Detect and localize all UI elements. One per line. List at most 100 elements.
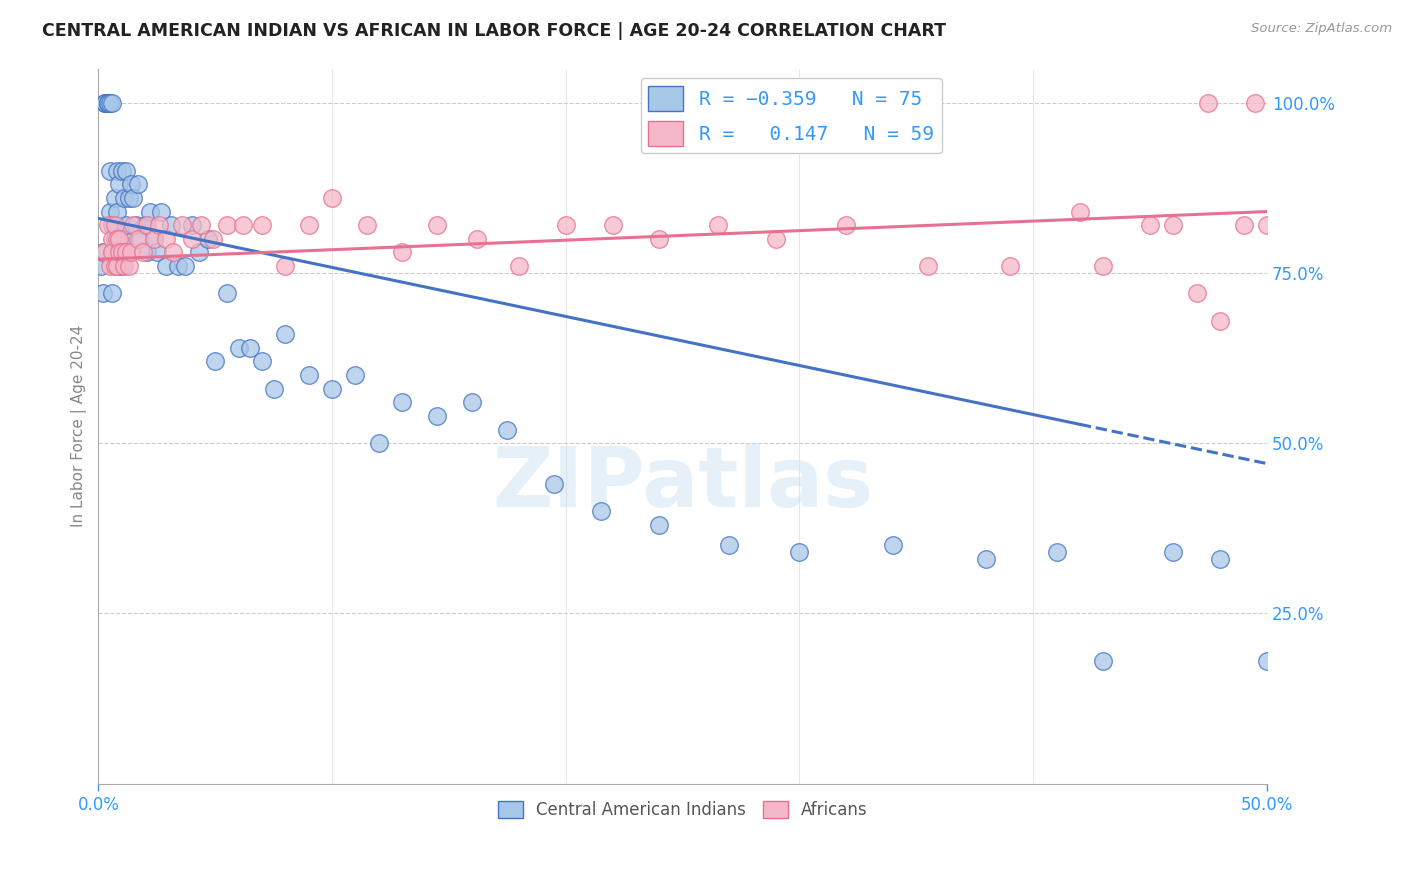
Point: [998, 259, 1021, 273]
Point: [1139, 218, 1161, 232]
Point: [426, 409, 449, 423]
Point: [1198, 95, 1220, 110]
Point: [132, 245, 155, 260]
Point: [146, 245, 169, 260]
Point: [1163, 218, 1185, 232]
Point: [1256, 218, 1278, 232]
Point: [136, 245, 159, 260]
Point: [134, 218, 156, 232]
Point: [190, 218, 212, 232]
Point: [101, 232, 124, 246]
Point: [162, 245, 184, 260]
Point: [112, 232, 135, 246]
Point: [98, 163, 121, 178]
Point: [1092, 654, 1115, 668]
Point: [274, 327, 297, 342]
Point: [101, 286, 124, 301]
Point: [98, 259, 121, 273]
Point: [239, 341, 262, 355]
Point: [508, 259, 530, 273]
Point: [105, 259, 128, 273]
Point: [1092, 259, 1115, 273]
Point: [105, 163, 128, 178]
Point: [97, 95, 120, 110]
Point: [166, 259, 188, 273]
Point: [391, 395, 413, 409]
Point: [835, 218, 858, 232]
Point: [321, 382, 343, 396]
Point: [111, 163, 134, 178]
Point: [250, 354, 273, 368]
Text: CENTRAL AMERICAN INDIAN VS AFRICAN IN LABOR FORCE | AGE 20-24 CORRELATION CHART: CENTRAL AMERICAN INDIAN VS AFRICAN IN LA…: [42, 22, 946, 40]
Point: [917, 259, 939, 273]
Point: [94, 245, 117, 260]
Point: [94, 95, 117, 110]
Point: [159, 218, 181, 232]
Point: [1279, 95, 1302, 110]
Point: [150, 204, 173, 219]
Point: [1163, 545, 1185, 559]
Point: [274, 259, 297, 273]
Point: [101, 95, 124, 110]
Point: [105, 232, 128, 246]
Point: [648, 517, 671, 532]
Y-axis label: In Labor Force | Age 20-24: In Labor Force | Age 20-24: [72, 325, 87, 527]
Point: [94, 95, 117, 110]
Point: [172, 218, 194, 232]
Point: [120, 178, 142, 192]
Point: [101, 218, 124, 232]
Point: [104, 232, 127, 246]
Point: [589, 504, 612, 518]
Point: [108, 245, 131, 260]
Point: [108, 178, 131, 192]
Point: [101, 245, 124, 260]
Text: ZIPatlas: ZIPatlas: [492, 442, 873, 524]
Point: [232, 218, 254, 232]
Point: [94, 95, 117, 110]
Point: [344, 368, 367, 382]
Point: [976, 552, 998, 566]
Point: [201, 232, 224, 246]
Point: [91, 245, 114, 260]
Point: [543, 477, 565, 491]
Point: [461, 395, 484, 409]
Point: [112, 191, 135, 205]
Point: [496, 423, 519, 437]
Point: [204, 354, 226, 368]
Point: [120, 245, 142, 260]
Point: [105, 259, 128, 273]
Point: [139, 204, 162, 219]
Text: Source: ZipAtlas.com: Source: ZipAtlas.com: [1251, 22, 1392, 36]
Point: [118, 191, 141, 205]
Point: [129, 232, 152, 246]
Point: [1209, 552, 1232, 566]
Point: [125, 218, 148, 232]
Point: [882, 538, 904, 552]
Point: [97, 218, 120, 232]
Point: [148, 218, 170, 232]
Point: [180, 218, 202, 232]
Point: [228, 341, 250, 355]
Point: [173, 259, 195, 273]
Point: [765, 232, 787, 246]
Point: [122, 191, 145, 205]
Point: [426, 218, 449, 232]
Point: [155, 259, 177, 273]
Legend: Central American Indians, Africans: Central American Indians, Africans: [491, 794, 875, 825]
Point: [298, 368, 321, 382]
Point: [298, 218, 321, 232]
Point: [465, 232, 488, 246]
Point: [118, 259, 141, 273]
Point: [111, 245, 134, 260]
Point: [111, 259, 134, 273]
Point: [187, 245, 209, 260]
Point: [263, 382, 285, 396]
Point: [127, 178, 149, 192]
Point: [108, 232, 131, 246]
Point: [356, 218, 378, 232]
Point: [250, 218, 273, 232]
Point: [1209, 313, 1232, 327]
Point: [706, 218, 728, 232]
Point: [648, 232, 671, 246]
Point: [155, 232, 177, 246]
